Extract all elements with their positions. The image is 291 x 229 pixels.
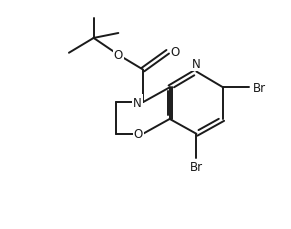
Text: N: N xyxy=(133,96,142,109)
Text: N: N xyxy=(192,57,201,70)
Text: Br: Br xyxy=(253,82,266,94)
Text: O: O xyxy=(114,49,123,62)
Text: O: O xyxy=(134,128,143,141)
Text: O: O xyxy=(171,46,180,59)
Text: Br: Br xyxy=(190,161,203,174)
